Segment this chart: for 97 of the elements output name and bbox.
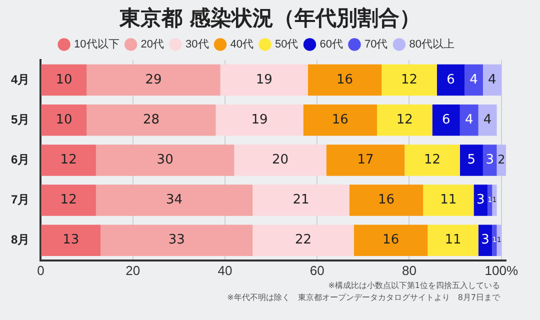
data-label: 3 <box>486 152 494 168</box>
bar <box>41 104 87 136</box>
bar <box>478 224 492 256</box>
data-label: 16 <box>378 192 394 208</box>
bar <box>220 64 308 96</box>
data-label: 19 <box>256 72 272 88</box>
x-tick-label: 0 <box>37 262 44 278</box>
data-label: 12 <box>60 192 77 208</box>
data-label: 4 <box>470 72 478 88</box>
data-label: 22 <box>295 232 312 248</box>
bar <box>404 144 460 176</box>
legend-label: 40代 <box>230 38 254 51</box>
bar <box>41 144 96 176</box>
x-tick-label: 100% <box>484 262 518 278</box>
x-tick-label: 40 <box>218 262 232 278</box>
bar <box>86 104 216 136</box>
y-tick-label: 6月 <box>10 152 30 167</box>
y-tick-label: 5月 <box>10 112 30 126</box>
legend-label: 50代 <box>275 38 298 51</box>
x-tick-label: 60 <box>310 262 324 278</box>
data-label: 34 <box>166 192 183 208</box>
bar <box>326 144 405 176</box>
bar <box>382 64 437 96</box>
y-tick-label: 7月 <box>10 192 30 207</box>
bar <box>423 184 474 216</box>
data-label: 4 <box>488 72 496 88</box>
bar <box>464 64 483 96</box>
bar <box>308 64 382 96</box>
bar <box>234 144 326 176</box>
data-label: 12 <box>400 72 418 88</box>
data-label: 16 <box>336 72 354 88</box>
legend-label: 20代 <box>140 38 164 51</box>
bar <box>460 104 478 136</box>
text: ※構成比は小数点以下第1位を四捨五入している <box>327 280 500 292</box>
bar <box>41 224 101 256</box>
text: ※年代不明は除く 東京都オープンデータカタログサイトより 8月7日まで <box>227 292 500 304</box>
data-label: 10 <box>56 112 72 128</box>
data-label: 21 <box>292 192 310 208</box>
data-label: 16 <box>332 112 348 128</box>
bar <box>478 104 497 136</box>
data-label: 13 <box>62 232 80 248</box>
bar <box>252 184 350 216</box>
data-label: 12 <box>424 152 441 168</box>
data-label: 11 <box>444 232 462 248</box>
data-label: 2 <box>498 152 506 166</box>
data-label: 11 <box>440 192 457 208</box>
data-label: 20 <box>272 152 289 168</box>
bar <box>492 184 497 216</box>
bar <box>41 64 87 96</box>
data-label: 28 <box>142 112 160 128</box>
legend-label: 10代以下 <box>74 38 120 51</box>
chart-title: 東京都 感染状況（年代別割合） <box>118 5 422 32</box>
data-label: 3 <box>476 192 485 208</box>
data-label: 12 <box>60 152 77 168</box>
bar <box>86 64 220 96</box>
data-label: 12 <box>396 112 413 128</box>
bar <box>96 144 234 176</box>
bar <box>100 224 253 256</box>
y-tick-label: 8月 <box>10 232 30 247</box>
bar <box>349 184 424 216</box>
data-label: 10 <box>56 72 72 88</box>
data-label: 29 <box>145 72 162 88</box>
y-tick-label: 4月 <box>10 72 30 86</box>
data-label: 6 <box>446 72 455 88</box>
bar <box>41 184 96 216</box>
x-tick-label: 80 <box>402 262 416 278</box>
data-label: 19 <box>251 112 268 128</box>
bar <box>216 104 304 136</box>
data-label: 30 <box>156 152 174 168</box>
bar <box>482 144 497 176</box>
legend-label: 80代以上 <box>409 38 454 51</box>
data-label: 5 <box>467 152 476 168</box>
data-label: 17 <box>357 152 374 168</box>
x-tick-label: 20 <box>126 262 140 278</box>
bar <box>303 104 377 136</box>
bar <box>377 104 432 136</box>
bar <box>482 64 502 96</box>
data-label: 4 <box>465 112 474 128</box>
legend-label: 30代 <box>186 38 209 51</box>
data-label: 33 <box>168 232 185 248</box>
bar <box>436 64 465 96</box>
bar <box>432 104 460 136</box>
bar <box>252 224 354 256</box>
bar <box>354 224 428 256</box>
legend-label: 60代 <box>320 38 343 51</box>
legend-label: 70代 <box>364 38 388 51</box>
bar <box>488 184 492 216</box>
bar <box>492 224 497 256</box>
bar <box>96 184 253 216</box>
bar <box>428 224 478 256</box>
data-label: 16 <box>382 232 400 248</box>
data-label: 6 <box>442 112 450 128</box>
bar <box>496 224 502 256</box>
bar <box>474 184 488 216</box>
bar <box>460 144 483 176</box>
data-label: 4 <box>483 112 492 128</box>
data-label: 3 <box>481 232 490 248</box>
